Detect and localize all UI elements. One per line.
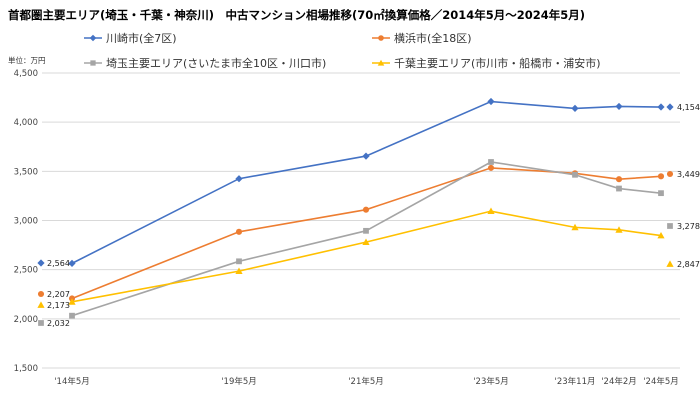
- square-marker: [667, 223, 673, 229]
- square-marker: [236, 258, 242, 265]
- series-line: [71, 100, 662, 265]
- y-axis: 1,500 2,000 2,500 3,000 3,500 4,000 4,500: [14, 69, 38, 374]
- y-tick-label: 3,000: [14, 217, 38, 227]
- diamond-marker: [362, 152, 370, 160]
- x-tick-label: '23年11月: [555, 376, 596, 387]
- diamond-marker: [571, 104, 579, 112]
- triangle-marker: [666, 260, 674, 267]
- y-tick-label: 2,500: [14, 266, 38, 276]
- legend-entry: 川崎市(全7区): [84, 31, 177, 45]
- square-marker: [363, 227, 369, 234]
- legend-label: 川崎市(全7区): [106, 31, 177, 45]
- y-tick-label: 4,000: [14, 118, 38, 128]
- y-tick-label: 4,500: [14, 69, 38, 79]
- diamond-marker: [235, 175, 243, 183]
- y-tick-label: 2,000: [14, 315, 38, 325]
- square-marker: [38, 320, 44, 326]
- triangle-marker: [487, 207, 495, 215]
- diamond-marker: [89, 34, 97, 42]
- triangle-marker: [377, 59, 385, 66]
- y-axis-unit-label: 単位：万円: [8, 55, 46, 65]
- end-data-label: 3,278: [677, 222, 700, 231]
- circle-marker: [615, 176, 623, 183]
- square-marker: [572, 171, 578, 178]
- gridlines: [42, 72, 680, 369]
- y-tick-label: 3,500: [14, 167, 38, 177]
- data-labels: 2,564 4,154 2,207 3,449 2,032 3,278 2,173 2,847: [37, 103, 700, 328]
- end-data-label: 2,847: [677, 260, 700, 269]
- diamond-marker: [68, 259, 76, 267]
- legend-label: 横浜市(全18区): [394, 31, 472, 45]
- triangle-marker: [235, 267, 243, 275]
- chart-title: 首都圏主要エリア(埼玉・千葉・神奈川) 中古マンション相場推移(70㎡換算価格／…: [8, 8, 585, 22]
- legend: 川崎市(全7区) 横浜市(全18区) 埼玉主要エリア(さいたま市全10区・川口市) 千…: [84, 31, 601, 70]
- triangle-marker: [657, 231, 665, 239]
- square-marker: [90, 60, 96, 66]
- diamond-marker: [487, 97, 495, 106]
- circle-marker: [362, 206, 370, 213]
- x-tick-label: '24年2月: [601, 376, 637, 387]
- square-marker: [69, 312, 75, 319]
- circle-marker: [378, 35, 384, 41]
- triangle-marker: [571, 223, 579, 231]
- circle-marker: [37, 290, 45, 298]
- diamond-marker: [37, 259, 45, 267]
- legend-entry: 埼玉主要エリア(さいたま市全10区・川口市): [84, 56, 326, 70]
- diamond-marker: [666, 103, 674, 111]
- end-data-label: 3,449: [677, 170, 700, 179]
- diamond-marker: [657, 103, 665, 111]
- series: [68, 164, 665, 302]
- circle-marker: [657, 173, 665, 180]
- triangle-marker: [68, 298, 76, 305]
- start-data-label: 2,564: [47, 259, 70, 268]
- legend-entry: 千葉主要エリア(市川市・船橋市・浦安市): [372, 56, 601, 70]
- legend-entry: 横浜市(全18区): [372, 31, 472, 45]
- series-group: [68, 97, 665, 319]
- diamond-marker: [615, 102, 623, 111]
- end-data-label: 4,154: [677, 103, 700, 112]
- series: [68, 207, 665, 305]
- series: [68, 97, 665, 267]
- triangle-marker: [37, 301, 45, 308]
- square-marker: [488, 159, 494, 165]
- start-data-label: 2,207: [47, 290, 70, 299]
- series-line: [71, 161, 662, 317]
- x-tick-label: '19年5月: [221, 376, 257, 387]
- circle-marker: [487, 164, 495, 171]
- triangle-marker: [615, 226, 623, 233]
- x-tick-label: '21年5月: [348, 376, 384, 387]
- series-line: [71, 210, 662, 303]
- legend-label: 埼玉主要エリア(さいたま市全10区・川口市): [106, 56, 326, 70]
- triangle-marker: [362, 238, 370, 246]
- square-marker: [658, 190, 664, 197]
- x-tick-label: '24年5月: [643, 376, 679, 387]
- start-data-label: 2,173: [47, 301, 70, 310]
- circle-marker: [666, 170, 674, 178]
- square-marker: [616, 185, 622, 192]
- series: [69, 159, 664, 319]
- legend-label: 千葉主要エリア(市川市・船橋市・浦安市): [394, 56, 601, 70]
- x-tick-label: '14年5月: [54, 376, 90, 387]
- x-axis: '14年5月 '19年5月 '21年5月 '23年5月 '23年11月 '24年2月 '24…: [54, 376, 679, 387]
- y-tick-label: 1,500: [14, 364, 38, 374]
- x-tick-label: '23年5月: [473, 376, 509, 387]
- start-data-label: 2,032: [47, 319, 70, 328]
- circle-marker: [235, 228, 243, 235]
